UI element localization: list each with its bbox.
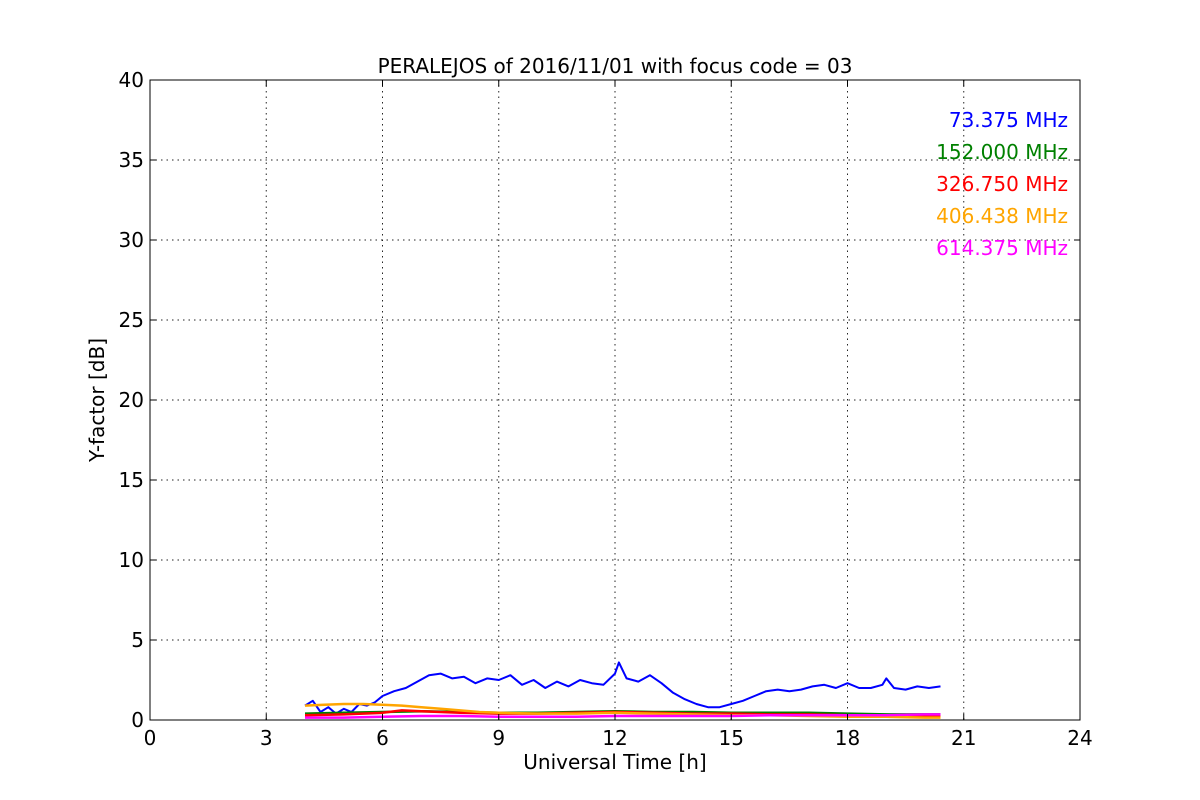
y-tick-labels: 0 5 10 15 20 25 30 35 40 [119,68,144,732]
axis-ticks [149,79,1081,721]
x-axis-label: Universal Time [h] [523,750,706,774]
y-axis-label: Y-factor [dB] [85,338,109,463]
y-tick-label: 40 [119,68,144,92]
series-line-4 [305,713,941,719]
x-tick-label: 0 [144,726,157,750]
chart-title: PERALEJOS of 2016/11/01 with focus code … [378,54,853,78]
x-tick-label: 9 [492,726,505,750]
y-tick-label: 35 [119,148,144,172]
y-tick-label: 30 [119,228,144,252]
legend-entry: 614.375 MHz [936,236,1068,260]
x-tick-label: 15 [719,726,744,750]
x-tick-labels: 0 3 6 9 12 15 18 21 24 [144,726,1093,750]
legend-entry: 73.375 MHz [949,108,1068,132]
y-tick-label: 5 [131,628,144,652]
y-tick-label: 15 [119,468,144,492]
legend-entry: 152.000 MHz [936,140,1068,164]
y-tick-label: 10 [119,548,144,572]
x-tick-label: 6 [376,726,389,750]
legend-entry: 326.750 MHz [936,172,1068,196]
legend-entry: 406.438 MHz [936,204,1068,228]
x-tick-label: 24 [1067,726,1092,750]
x-tick-label: 12 [602,726,627,750]
x-tick-label: 21 [951,726,976,750]
plot-area [304,661,941,719]
x-tick-label: 3 [260,726,273,750]
y-tick-label: 0 [131,708,144,732]
legend: 73.375 MHz 152.000 MHz 326.750 MHz 406.438 … [936,108,1068,260]
grid [150,80,1080,720]
x-tick-label: 18 [835,726,860,750]
y-tick-label: 25 [119,308,144,332]
y-tick-label: 20 [119,388,144,412]
series-line-0 [304,661,941,715]
